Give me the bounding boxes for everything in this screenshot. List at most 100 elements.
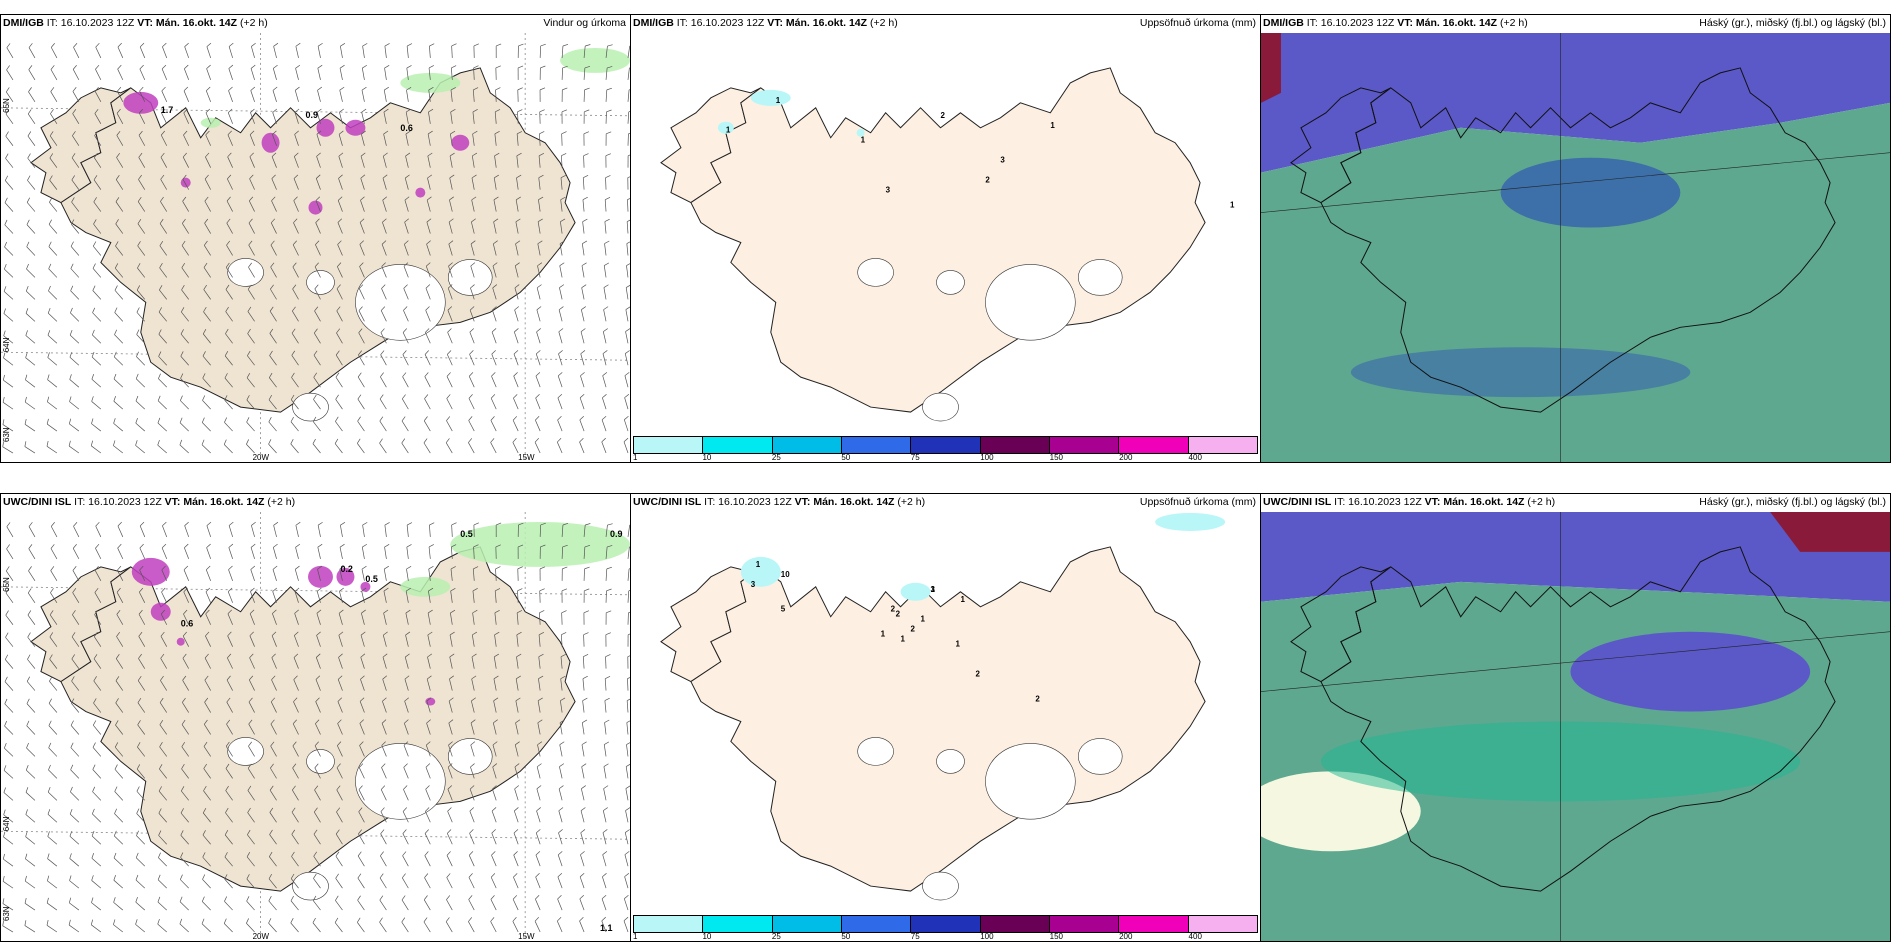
colorbar-tick-label: 1 <box>633 453 638 462</box>
precip-value-label: 2 <box>911 625 916 634</box>
precip-heavy-cell <box>345 119 366 136</box>
panel-wind-uwc: UWC/DINI ISL IT: 16.10.2023 12Z VT: Mán.… <box>0 493 631 942</box>
precip-value-label: 1 <box>1050 121 1055 130</box>
colorbar-swatches <box>633 915 1258 933</box>
colorbar-swatch <box>1188 916 1257 932</box>
precip-colorbar: 1 10 25 50 75 100 150 200 400 <box>631 913 1260 941</box>
precip-value-label: 0.6 <box>400 123 412 133</box>
init-time: IT: 16.10.2023 12Z <box>676 17 765 29</box>
lat-label: 64N <box>2 816 11 831</box>
iceland-land <box>690 546 1206 892</box>
precip-value-label: 2 <box>896 610 901 619</box>
colorbar-swatch <box>980 437 1050 453</box>
init-time: IT: 16.10.2023 12Z <box>74 496 162 508</box>
clear-area <box>1261 771 1421 852</box>
panel-header: UWC/DINI ISL IT: 16.10.2023 12Z VT: Mán.… <box>633 496 1256 512</box>
valid-time: VT: Mán. 16.okt. 14Z <box>1424 496 1525 508</box>
panel-precip-uwc: UWC/DINI ISL IT: 16.10.2023 12Z VT: Mán.… <box>630 493 1261 942</box>
colorbar-swatch <box>634 916 704 932</box>
panel-title: Uppsöfnuð úrkoma (mm) <box>1139 496 1256 508</box>
glacier <box>922 871 959 901</box>
colorbar-tick-label: 50 <box>841 932 851 941</box>
init-time: IT: 16.10.2023 12Z <box>704 496 792 508</box>
precip-heavy-cell <box>150 602 171 621</box>
glacier <box>936 749 965 774</box>
colorbar-swatch <box>1049 437 1120 453</box>
precip-value-label: 1 <box>1230 201 1235 210</box>
precip-heavy-cell <box>180 177 191 188</box>
glacier <box>857 258 894 287</box>
precip-value-label: 2 <box>975 670 980 679</box>
precip-value-label: 2 <box>941 111 946 120</box>
iceland-outline <box>1320 67 1836 413</box>
glacier <box>857 737 894 766</box>
high-cloud-area <box>1261 512 1890 602</box>
precip-light-area <box>400 72 461 93</box>
colorbar-tick-label: 400 <box>1188 453 1202 462</box>
panel-cloud-dmi: DMI/IGB IT: 16.10.2023 12Z VT: Mán. 16.o… <box>1260 14 1891 463</box>
colorbar-swatch <box>911 916 981 932</box>
precip-value-label: 2 <box>985 176 990 185</box>
source-label: DMI/IGB <box>1263 17 1304 29</box>
glacier <box>227 737 264 766</box>
lead-time: (+2 h) <box>1527 496 1556 508</box>
precip-value-label: 1 <box>960 595 965 604</box>
colorbar-tick-label: 25 <box>771 453 781 462</box>
lon-label: 20W <box>253 932 270 941</box>
high-cloud-area <box>1570 631 1811 712</box>
colorbar-ticks: 1 10 25 50 75 100 150 200 400 <box>633 453 1258 462</box>
precip-heavy-cell <box>316 118 335 137</box>
colorbar-swatch <box>772 437 842 453</box>
colorbar-swatch <box>841 437 912 453</box>
lat-label: 65N <box>2 577 11 592</box>
panel-header: UWC/DINI ISL IT: 16.10.2023 12Z VT: Mán.… <box>3 496 626 512</box>
precip-value-label: 0.5 <box>460 529 472 539</box>
colorbar-tick-label: 75 <box>910 932 920 941</box>
precip-value-label: 2 <box>891 605 896 614</box>
precip-value-label: 3 <box>1000 156 1005 165</box>
init-time: IT: 16.10.2023 12Z <box>1306 17 1395 29</box>
high-cloud-area <box>1261 33 1890 173</box>
cloud-map[interactable] <box>1261 33 1890 462</box>
precip-value-label: 1 <box>756 560 761 569</box>
precip-map[interactable]: 1 1 1 1 2 2 3 3 1 <box>631 33 1260 432</box>
precip-value-label: 1 <box>861 136 866 145</box>
colorbar-tick-label: 400 <box>1188 932 1202 941</box>
init-time: IT: 16.10.2023 12Z <box>1334 496 1422 508</box>
wind-map[interactable]: 20W 15W 65N 64N 63N 0.5 0.9 0.2 0.5 0.6 1.1 <box>1 512 630 941</box>
glacier <box>985 264 1076 341</box>
precip-value-label: 0.9 <box>306 110 318 120</box>
cloud-map[interactable] <box>1261 512 1890 941</box>
panel-precip-dmi: DMI/IGB IT: 16.10.2023 12Z VT: Mán. 16.o… <box>630 14 1261 463</box>
init-time: IT: 16.10.2023 12Z <box>46 17 135 29</box>
precip-value-label: 10 <box>781 570 790 579</box>
colorbar-swatch <box>1188 437 1257 453</box>
lead-time: (+2 h) <box>267 496 296 508</box>
colorbar-tick-label: 200 <box>1119 453 1133 462</box>
colorbar-swatch <box>1119 437 1189 453</box>
panel-title: Háský (gr.), miðský (fj.bl.) og lágský (… <box>1699 496 1886 508</box>
high-cloud-dense <box>1261 33 1281 103</box>
mid-cloud-area <box>1350 347 1691 398</box>
glacier <box>306 749 335 774</box>
precip-heavy-cell <box>308 565 333 588</box>
colorbar-swatch <box>1049 916 1120 932</box>
colorbar-tick-label: 150 <box>1049 932 1064 941</box>
panel-header: DMI/IGB IT: 16.10.2023 12Z VT: Mán. 16.o… <box>633 17 1256 33</box>
precip-light-area <box>560 47 630 73</box>
glacier <box>447 259 493 296</box>
valid-time: VT: Mán. 16.okt. 14Z <box>137 17 238 29</box>
precip-value-label: 1 <box>776 96 781 105</box>
precip-heavy-cell <box>415 187 426 198</box>
precip-value-label: 1 <box>931 585 936 594</box>
precip-colorbar: 1 10 25 50 75 100 150 200 400 <box>631 434 1260 462</box>
glacier <box>292 392 329 422</box>
valid-time: VT: Mán. 16.okt. 14Z <box>767 17 868 29</box>
precip-map[interactable]: 1 10 3 5 2 2 1 1 2 1 1 1 1 2 3 2 <box>631 512 1260 911</box>
lead-time: (+2 h) <box>1499 17 1528 29</box>
wind-map[interactable]: 20W 15W 65N 64N 63N 0.9 1.7 0.6 <box>1 33 630 462</box>
precip-value-label: 0.5 <box>365 574 377 584</box>
colorbar-tick-label: 10 <box>702 453 712 462</box>
lat-label: 63N <box>2 906 11 921</box>
iceland-outline <box>1320 546 1836 892</box>
